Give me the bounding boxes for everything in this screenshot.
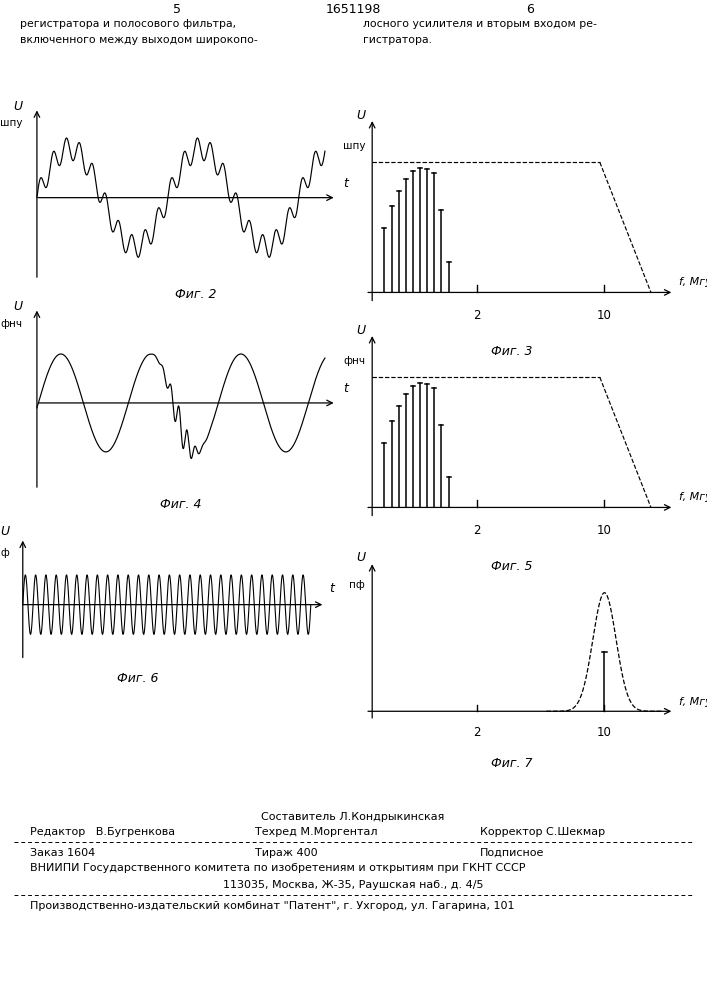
Text: 2: 2 xyxy=(473,524,481,537)
Text: 10: 10 xyxy=(597,726,612,739)
Text: включенного между выходом широкопо-: включенного между выходом широкопо- xyxy=(20,35,258,45)
Text: 2: 2 xyxy=(473,726,481,739)
Text: Фиг. 4: Фиг. 4 xyxy=(160,498,201,511)
Text: регистратора и полосового фильтра,: регистратора и полосового фильтра, xyxy=(20,19,236,29)
Text: Техред М.Моргентал: Техред М.Моргентал xyxy=(255,827,378,837)
Text: Подписное: Подписное xyxy=(480,848,544,858)
Text: Редактор   В.Бугренкова: Редактор В.Бугренкова xyxy=(30,827,175,837)
Text: шпу: шпу xyxy=(0,118,23,128)
Text: U: U xyxy=(13,300,23,313)
Text: U: U xyxy=(1,525,10,538)
Text: Составитель Л.Кондрыкинская: Составитель Л.Кондрыкинская xyxy=(262,812,445,822)
Text: t: t xyxy=(329,582,334,595)
Text: f, Мгу: f, Мгу xyxy=(679,697,707,707)
Text: 2: 2 xyxy=(473,309,481,322)
Text: U: U xyxy=(356,551,366,564)
Text: фнч: фнч xyxy=(343,356,366,366)
Text: Корректор С.Шекмар: Корректор С.Шекмар xyxy=(480,827,605,837)
Text: ВНИИПИ Государственного комитета по изобретениям и открытиям при ГКНТ СССР: ВНИИПИ Государственного комитета по изоб… xyxy=(30,863,525,873)
Text: U: U xyxy=(356,324,366,337)
Text: U: U xyxy=(356,109,366,122)
Text: 10: 10 xyxy=(597,309,612,322)
Text: Фиг. 7: Фиг. 7 xyxy=(491,757,532,770)
Text: шпу: шпу xyxy=(343,141,366,151)
Text: Производственно-издательский комбинат "Патент", г. Ухгород, ул. Гагарина, 101: Производственно-издательский комбинат "П… xyxy=(30,901,515,911)
Text: Тираж 400: Тираж 400 xyxy=(255,848,317,858)
Text: 6: 6 xyxy=(526,3,534,16)
Text: t: t xyxy=(344,382,349,395)
Text: Фиг. 2: Фиг. 2 xyxy=(175,288,216,301)
Text: фнч: фнч xyxy=(1,319,23,329)
Text: Фиг. 5: Фиг. 5 xyxy=(491,560,532,573)
Text: U: U xyxy=(13,100,23,113)
Text: пф: пф xyxy=(349,580,366,590)
Text: t: t xyxy=(344,177,349,190)
Text: 10: 10 xyxy=(597,524,612,537)
Text: f, Мгу: f, Мгу xyxy=(679,277,707,287)
Text: 1651198: 1651198 xyxy=(325,3,380,16)
Text: Фиг. 3: Фиг. 3 xyxy=(491,345,532,358)
Text: Заказ 1604: Заказ 1604 xyxy=(30,848,95,858)
Text: 113035, Москва, Ж-35, Раушская наб., д. 4/5: 113035, Москва, Ж-35, Раушская наб., д. … xyxy=(223,880,484,890)
Text: Фиг. 6: Фиг. 6 xyxy=(117,672,159,684)
Text: гистратора.: гистратора. xyxy=(363,35,432,45)
Text: f, Мгу: f, Мгу xyxy=(679,492,707,502)
Text: лосного усилителя и вторым входом ре-: лосного усилителя и вторым входом ре- xyxy=(363,19,597,29)
Text: пф: пф xyxy=(0,548,10,558)
Text: 5: 5 xyxy=(173,3,181,16)
